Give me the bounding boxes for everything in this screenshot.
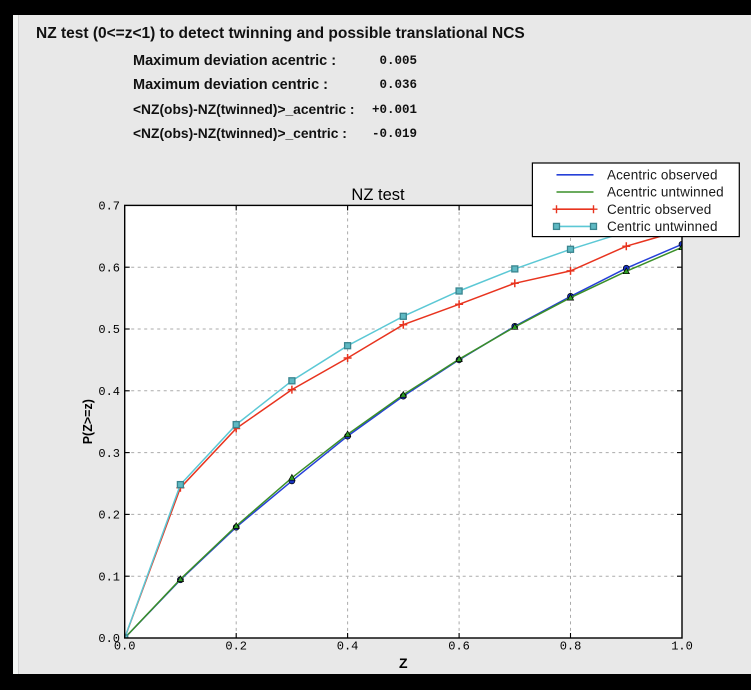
svg-text:0.7: 0.7 <box>98 200 120 214</box>
svg-text:Centric untwinned: Centric untwinned <box>607 219 718 234</box>
svg-text:0.0: 0.0 <box>98 632 120 646</box>
svg-text:0.2: 0.2 <box>225 640 247 654</box>
svg-text:Centric observed: Centric observed <box>607 202 711 217</box>
svg-text:Acentric untwinned: Acentric untwinned <box>607 185 724 200</box>
svg-text:0.3: 0.3 <box>98 447 120 461</box>
svg-text:0.1: 0.1 <box>98 570 120 584</box>
svg-text:0.4: 0.4 <box>98 385 120 399</box>
svg-text:0.0: 0.0 <box>114 640 136 654</box>
svg-text:0.6: 0.6 <box>448 640 470 654</box>
svg-text:0.8: 0.8 <box>560 640 582 654</box>
svg-text:NZ test: NZ test <box>351 186 405 204</box>
svg-text:P(Z>=z): P(Z>=z) <box>81 399 95 444</box>
svg-text:0.2: 0.2 <box>98 509 120 523</box>
svg-text:Z: Z <box>399 655 408 671</box>
svg-text:1.0: 1.0 <box>671 640 693 654</box>
svg-text:0.4: 0.4 <box>337 640 359 654</box>
svg-text:Acentric observed: Acentric observed <box>607 167 718 182</box>
svg-text:0.6: 0.6 <box>98 261 120 275</box>
svg-text:0.5: 0.5 <box>98 323 120 337</box>
